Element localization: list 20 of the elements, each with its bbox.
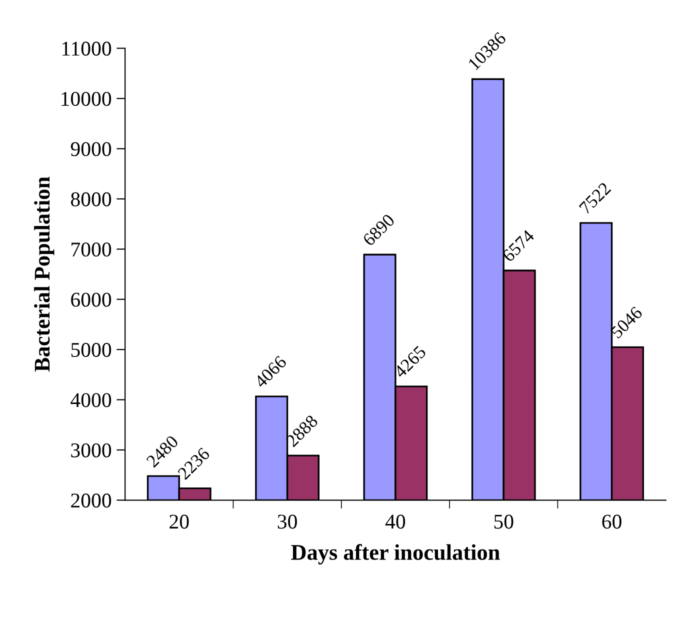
data-label: 4265 — [393, 345, 427, 379]
x-tick-label: 50 — [494, 514, 514, 529]
x-tick-label: 20 — [170, 514, 189, 529]
x-tick-label: 40 — [385, 514, 406, 529]
x-tick-label: 60 — [602, 514, 622, 529]
y-axis-title: Bacterial Population — [34, 176, 54, 372]
y-tick-label: 6000 — [71, 292, 112, 307]
y-tick-label: 7000 — [72, 242, 112, 257]
y-tick-label: 4000 — [70, 393, 112, 408]
y-tick-label: 11000 — [62, 42, 112, 56]
y-tick-label: 5000 — [71, 342, 112, 357]
y-tick-label: 10000 — [62, 92, 112, 106]
x-axis-title: Days after inoculation — [291, 544, 500, 564]
y-tick-label: 2000 — [71, 494, 112, 508]
y-tick-label: 3000 — [71, 443, 112, 458]
data-label: 6890 — [362, 213, 396, 246]
y-tick-label: 8000 — [70, 192, 112, 206]
data-label: 7522 — [578, 182, 612, 214]
y-tick-label: 9000 — [70, 142, 112, 156]
x-tick-label: 30 — [278, 514, 297, 529]
